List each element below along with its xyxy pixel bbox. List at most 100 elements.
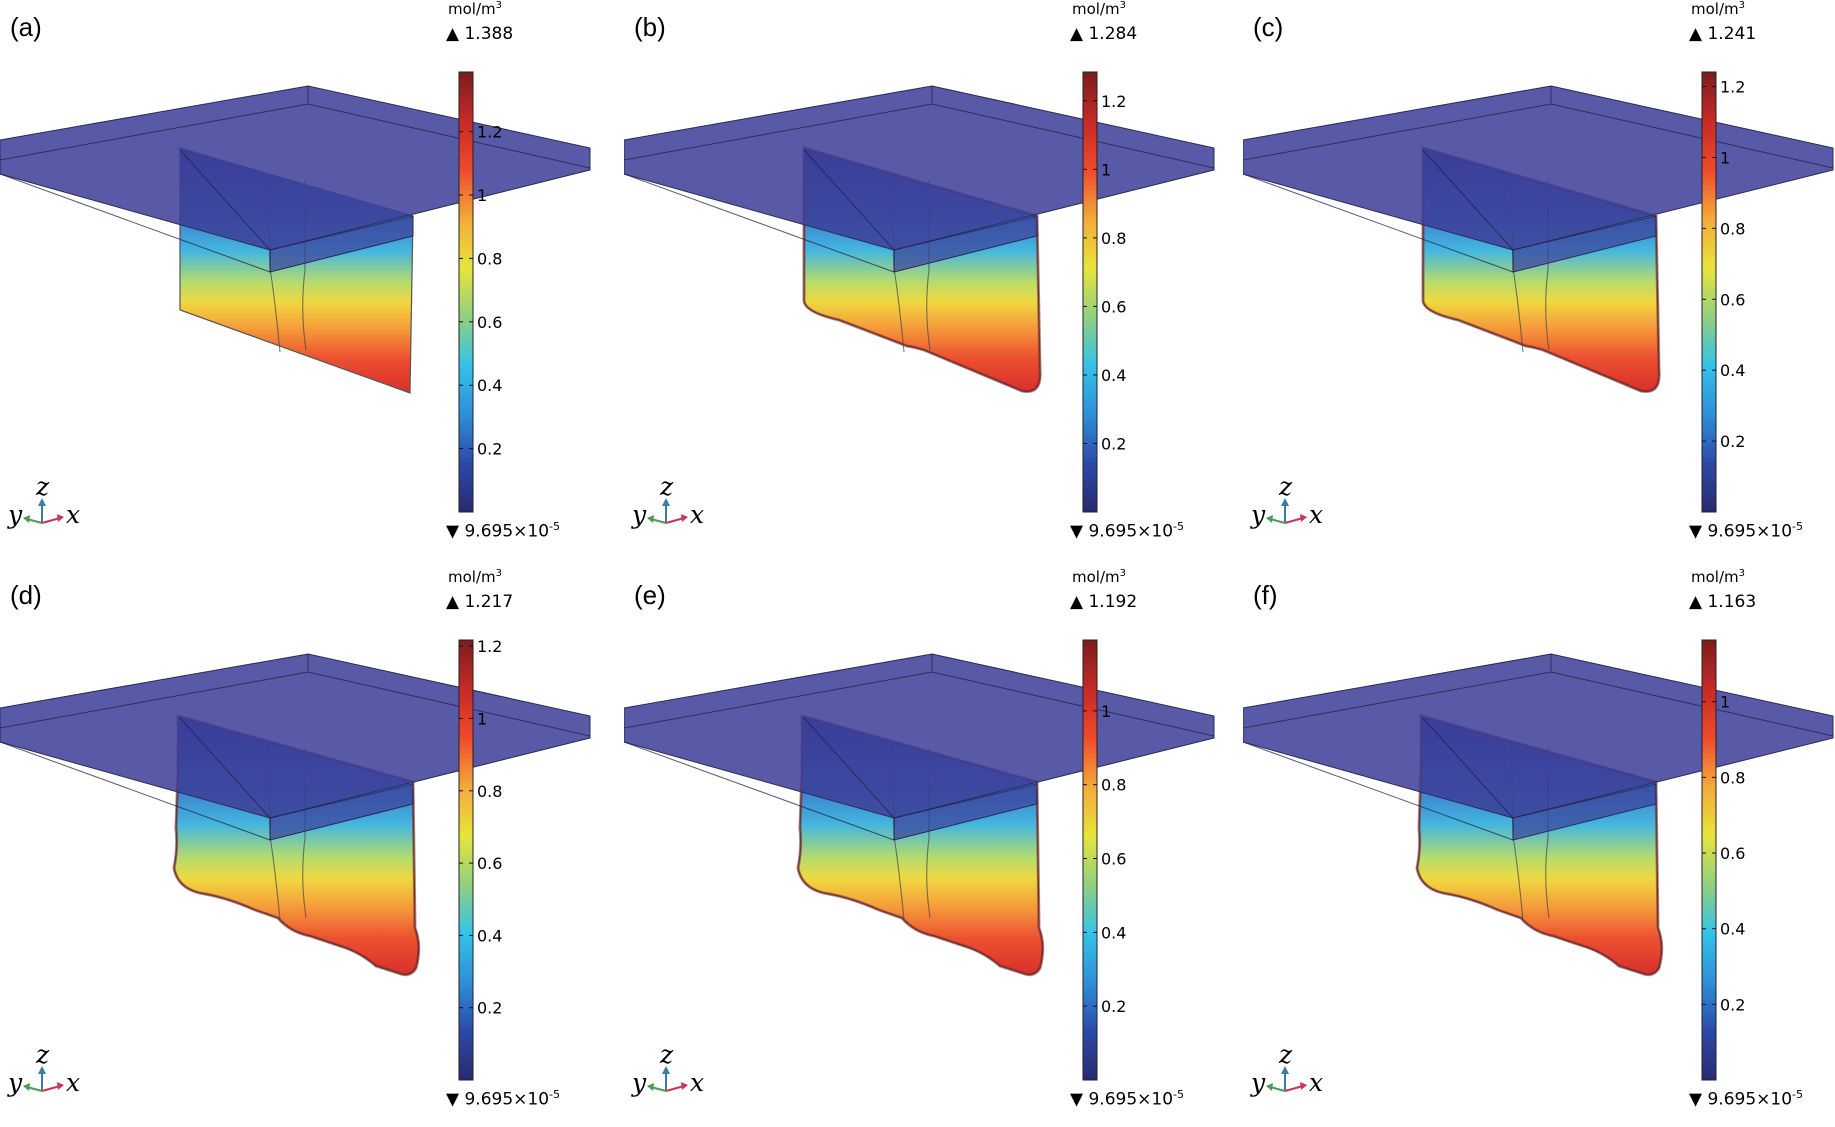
colorbar-unit: mol/m3 (1691, 568, 1745, 586)
plate-rim-shading (172, 714, 421, 977)
min-value: 9.695×10 (464, 1089, 550, 1110)
axis-triad-icon (647, 498, 688, 524)
colorbar-tick-label: 1.2 (1720, 78, 1745, 97)
axis-y-letter: y (1251, 1068, 1266, 1097)
axis-triad-icon (23, 498, 64, 524)
max-value: 1.217 (464, 592, 514, 612)
colorbar-tick-label: 0.4 (1101, 366, 1126, 385)
panel-label: (c) (1253, 12, 1284, 42)
field-visualization: 1 0.8 0.6 0.4 0.2 (624, 639, 1215, 1092)
unit-exponent: 3 (495, 0, 502, 11)
axis-z-letter: z (1279, 1040, 1293, 1069)
max-triangle-icon: ▲ (1070, 592, 1084, 612)
min-value: 9.695×10 (1088, 521, 1174, 542)
colorbar-tick-label: 0.4 (477, 926, 502, 945)
axis-triad-icon (23, 1066, 64, 1092)
unit-exponent: 3 (1119, 0, 1126, 11)
colorbar-tick-label: 1 (1101, 160, 1111, 179)
panel-label: (f) (1253, 580, 1278, 610)
colorbar-tick-label: 0.2 (477, 440, 502, 459)
colorbar-tick-label: 1.2 (477, 123, 502, 142)
colorbar-tick-label: 0.8 (477, 782, 502, 801)
colorbar-unit: mol/m3 (1072, 0, 1126, 18)
colorbar-min-label: ▼ 9.695×10-5 (1689, 1088, 1803, 1110)
axis-y-letter: y (632, 1068, 647, 1097)
panel-f: 1 0.8 0.6 0.4 0.2 (f) mol/m3 ▲ 1.163 ▼ 9.695×… (1243, 568, 1835, 1127)
colorbar-min-label: ▼ 9.695×10-5 (1070, 1088, 1184, 1110)
unit-text: mol/m (1691, 0, 1739, 18)
plate-rim-shading (1415, 714, 1664, 977)
unit-text: mol/m (1072, 568, 1120, 586)
unit-text: mol/m (448, 568, 496, 586)
colorbar-tick-label: 1 (1720, 693, 1730, 712)
colorbar-tick-label: 0.6 (477, 854, 502, 873)
colorbar-tick-label: 0.2 (1101, 997, 1126, 1016)
mesh-line (1545, 748, 1550, 919)
colorbar-tick-label: 0.2 (1101, 434, 1126, 453)
colorbar-min-label: ▼ 9.695×10-5 (1070, 520, 1184, 542)
colorbar-tick-label: 1 (1720, 148, 1730, 167)
panel-label: (d) (10, 580, 42, 610)
panel-label: (a) (10, 12, 42, 42)
axis-z-letter: z (660, 472, 674, 501)
panel-b: 1.2 1 0.8 0.6 0.4 0.2 (b) mol/m3 ▲ 1.284 ▼ 9.6… (624, 0, 1235, 559)
colorbar (458, 639, 474, 1081)
plate-rim-shading (1421, 145, 1661, 394)
colorbar (1082, 639, 1098, 1081)
axis-triad-icon (1266, 498, 1307, 524)
min-exponent: -5 (549, 520, 560, 533)
axis-triad-icon (647, 1066, 688, 1092)
min-triangle-icon: ▼ (446, 1089, 460, 1110)
min-exponent: -5 (549, 1088, 560, 1101)
field-visualization: 1.2 1 0.8 0.6 0.4 0.2 (0, 71, 591, 524)
min-exponent: -5 (1173, 520, 1184, 533)
panel-c: 1.2 1 0.8 0.6 0.4 0.2 (c) mol/m3 ▲ 1.241 ▼ 9.6… (1243, 0, 1835, 559)
min-triangle-icon: ▼ (1689, 521, 1703, 542)
axis-triad-icon (1266, 1066, 1307, 1092)
min-triangle-icon: ▼ (446, 521, 460, 542)
unit-text: mol/m (448, 0, 496, 18)
panel-label: (e) (634, 580, 666, 610)
max-triangle-icon: ▲ (446, 24, 460, 44)
mesh-line (302, 180, 307, 351)
colorbar-tick-label: 1 (477, 186, 487, 205)
axis-z-letter: z (1279, 472, 1293, 501)
colorbar-unit: mol/m3 (1691, 0, 1745, 18)
axis-x-letter: x (66, 500, 81, 529)
colorbar-unit: mol/m3 (448, 568, 502, 586)
slab-edges (1243, 86, 1834, 273)
panel-a: 1.2 1 0.8 0.6 0.4 0.2 (a) mol/m3 ▲ 1.388 ▼ 9.6… (0, 0, 611, 559)
mesh-line (302, 748, 307, 919)
colorbar-tick-label: 0.4 (477, 376, 502, 395)
colorbar-unit: mol/m3 (1072, 568, 1126, 586)
axis-y-letter: y (8, 500, 23, 529)
field-visualization: 1 0.8 0.6 0.4 0.2 (1243, 639, 1834, 1092)
mesh-line (926, 180, 931, 351)
min-triangle-icon: ▼ (1689, 1089, 1703, 1110)
colorbar (1701, 71, 1717, 513)
axis-z-letter: z (36, 472, 50, 501)
colorbar-min-label: ▼ 9.695×10-5 (1689, 520, 1803, 542)
slab-top-face (0, 85, 591, 251)
colorbar (1701, 639, 1717, 1081)
colorbar-min-label: ▼ 9.695×10-5 (446, 1088, 560, 1110)
max-value: 1.284 (1088, 24, 1138, 44)
colorbar-tick-label: 0.6 (1720, 290, 1745, 309)
colorbar-tick-label: 1 (477, 709, 487, 728)
colorbar (1082, 71, 1098, 513)
max-value: 1.388 (464, 24, 514, 44)
colorbar-max-label: ▲ 1.241 (1689, 24, 1756, 44)
min-exponent: -5 (1792, 1088, 1803, 1101)
panel-e: 1 0.8 0.6 0.4 0.2 (e) mol/m3 ▲ 1.192 ▼ 9.695×… (624, 568, 1235, 1127)
mesh-line (926, 748, 931, 919)
colorbar-tick-label: 0.8 (1720, 768, 1745, 787)
max-value: 1.163 (1707, 592, 1757, 612)
colorbar-tick-label: 0.6 (1101, 297, 1126, 316)
axis-y-letter: y (8, 1068, 23, 1097)
panel-label: (b) (634, 12, 666, 42)
max-triangle-icon: ▲ (1689, 24, 1703, 44)
axis-y-letter: y (632, 500, 647, 529)
unit-text: mol/m (1691, 568, 1739, 586)
colorbar-unit: mol/m3 (448, 0, 502, 18)
axis-z-letter: z (660, 1040, 674, 1069)
